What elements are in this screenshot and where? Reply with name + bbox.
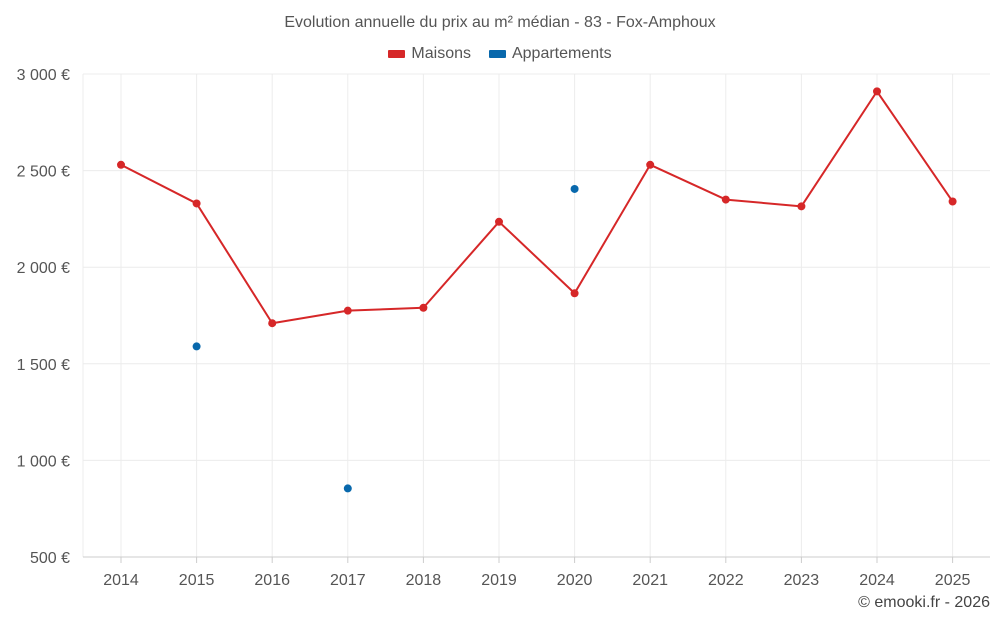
data-point-maisons xyxy=(570,289,579,298)
series-line-maisons xyxy=(120,90,954,325)
chart-title: Evolution annuelle du prix au m² médian … xyxy=(284,14,716,31)
x-tick-label: 2025 xyxy=(935,572,971,589)
x-tick-label: 2021 xyxy=(632,572,668,589)
data-point-maisons xyxy=(646,160,655,169)
data-point-maisons xyxy=(797,202,806,211)
data-point-maisons xyxy=(117,160,125,169)
x-tick-label: 2015 xyxy=(179,572,215,589)
legend-item-appartements[interactable]: Appartements xyxy=(488,45,612,63)
y-tick-label: 1 000 € xyxy=(17,453,70,470)
legend-swatch-appartements xyxy=(488,50,506,58)
x-tick-label: 2017 xyxy=(330,572,366,589)
x-tick-label: 2023 xyxy=(784,572,820,589)
data-point-maisons xyxy=(419,303,428,312)
x-tick-label: 2024 xyxy=(859,572,895,589)
data-point-maisons xyxy=(873,87,881,96)
legend-item-maisons[interactable]: Maisons xyxy=(388,45,471,63)
data-point-maisons xyxy=(495,217,503,226)
x-tick-label: 2022 xyxy=(708,572,744,589)
x-tick-label: 2020 xyxy=(557,572,593,589)
x-tick-label: 2016 xyxy=(254,572,290,589)
x-tick-label: 2014 xyxy=(103,572,139,589)
y-tick-label: 2 000 € xyxy=(17,260,70,277)
y-tick-label: 500 € xyxy=(30,550,70,567)
x-tick-label: 2018 xyxy=(406,572,442,589)
data-point-maisons xyxy=(343,306,352,315)
data-point-maisons xyxy=(192,199,201,208)
data-point-maisons xyxy=(268,319,277,328)
y-tick-label: 1 500 € xyxy=(17,357,70,374)
data-point-maisons xyxy=(721,195,730,204)
data-point-appartements xyxy=(570,184,579,193)
data-point-maisons xyxy=(948,197,957,206)
data-point-appartements xyxy=(343,484,352,493)
legend-swatch-maisons xyxy=(388,50,406,58)
x-tick-label: 2019 xyxy=(481,572,517,589)
copyright-text: © emooki.fr - 2026 xyxy=(858,594,990,611)
y-tick-label: 3 000 € xyxy=(17,67,70,84)
data-point-appartements xyxy=(192,342,201,351)
legend-label-appartements: Appartements xyxy=(511,45,612,62)
legend: Maisons Appartements xyxy=(0,45,1000,63)
y-tick-label: 2 500 € xyxy=(17,164,70,181)
legend-label-maisons: Maisons xyxy=(411,45,471,62)
